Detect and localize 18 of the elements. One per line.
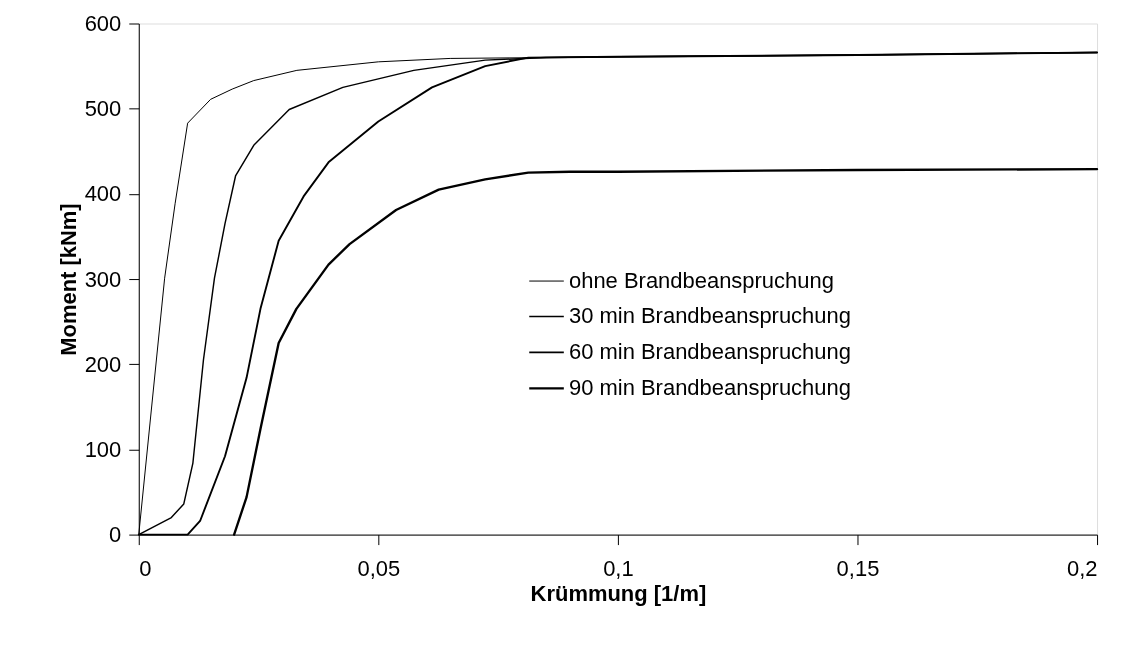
x-tick-label: 0 bbox=[139, 556, 152, 582]
y-tick-label: 600 bbox=[84, 10, 122, 36]
y-tick-label: 400 bbox=[84, 181, 122, 207]
y-tick-label: 100 bbox=[84, 436, 122, 462]
y-tick-label: 500 bbox=[84, 96, 122, 122]
legend-label: 60 min Brandbeanspruchung bbox=[568, 339, 851, 365]
x-axis-title: Krümmung [1/m] bbox=[530, 580, 707, 606]
x-tick-label: 0,05 bbox=[357, 556, 401, 582]
x-tick-label: 0,2 bbox=[1067, 556, 1098, 582]
x-tick-label: 0,15 bbox=[836, 556, 880, 582]
y-axis-title: Moment [kNm] bbox=[55, 203, 81, 356]
legend-label: 30 min Brandbeanspruchung bbox=[568, 303, 851, 329]
x-tick-label: 0,1 bbox=[603, 556, 634, 582]
y-tick-label: 0 bbox=[109, 522, 122, 548]
y-tick-label: 200 bbox=[84, 351, 122, 377]
y-tick-label: 300 bbox=[84, 266, 122, 292]
legend-label: 90 min Brandbeanspruchung bbox=[568, 375, 851, 401]
legend-label: ohne Brandbeanspruchung bbox=[568, 268, 834, 294]
